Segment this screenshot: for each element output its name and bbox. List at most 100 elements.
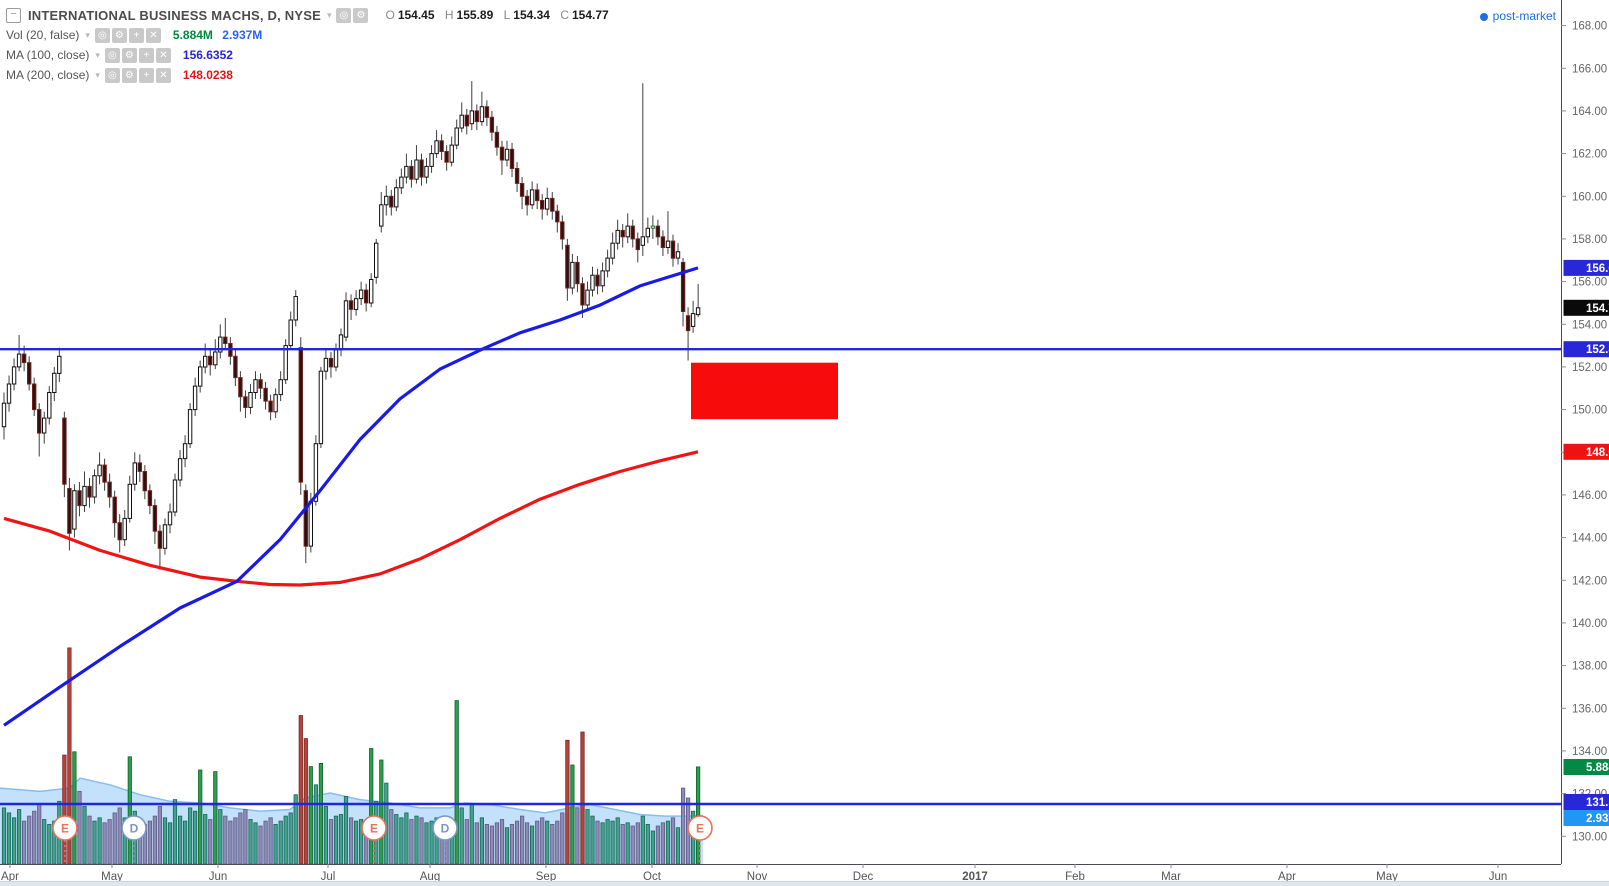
candle-body xyxy=(308,500,314,547)
candle-body xyxy=(21,353,27,364)
eye-icon[interactable]: ◎ xyxy=(336,7,352,23)
volume-bar xyxy=(570,764,575,865)
candle-body xyxy=(102,464,107,483)
volume-bar xyxy=(218,809,223,865)
volume-bar xyxy=(585,809,590,865)
candle-body xyxy=(87,485,92,498)
candle-body xyxy=(298,347,304,483)
indicator-row-ma200[interactable]: MA (200, close) ▾ ◎ ⚙ + ✕ 148.0238 xyxy=(6,65,609,85)
gear-icon[interactable]: ⚙ xyxy=(121,67,137,83)
volume-bar xyxy=(1,807,7,865)
dividend-marker[interactable] xyxy=(432,815,458,841)
open-label: O xyxy=(385,8,395,22)
chevron-down-icon[interactable]: ▾ xyxy=(95,69,100,80)
candle-body xyxy=(670,240,676,259)
chevron-down-icon[interactable]: ▾ xyxy=(95,49,100,60)
axis-price-label-text: 2.937M xyxy=(1586,813,1609,825)
event-marker-letter: E xyxy=(370,822,378,836)
ma200-line[interactable] xyxy=(3,450,699,587)
candle-body xyxy=(278,379,283,396)
candle-body xyxy=(353,298,359,310)
time-tick-label: Aug xyxy=(420,871,440,883)
price-tick-label: 146.00 xyxy=(1572,490,1607,502)
volume-bar xyxy=(575,807,580,865)
volume-bar xyxy=(459,807,464,865)
volume-bar xyxy=(515,820,520,865)
indicator-row-volume[interactable]: Vol (20, false) ▾ ◎ ⚙ + ✕ 5.884M 2.937M xyxy=(6,25,609,45)
candle-body xyxy=(27,362,32,385)
chevron-down-icon[interactable]: ▾ xyxy=(85,29,90,40)
add-icon[interactable]: + xyxy=(138,67,154,83)
indicator-label[interactable]: MA (200, close) xyxy=(6,68,90,82)
volume-bar xyxy=(177,815,183,865)
symbol-row[interactable]: − INTERNATIONAL BUSINESS MACHS, D, NYSE … xyxy=(6,5,609,25)
eye-icon[interactable]: ◎ xyxy=(94,27,110,43)
add-icon[interactable]: + xyxy=(138,47,154,63)
chevron-down-icon[interactable]: ▾ xyxy=(326,9,332,20)
candle-body xyxy=(11,366,17,385)
axis-price-label xyxy=(1563,299,1609,316)
close-icon[interactable]: ✕ xyxy=(145,27,161,43)
gear-icon[interactable]: ⚙ xyxy=(121,47,137,63)
gear-icon[interactable]: ⚙ xyxy=(111,27,127,43)
volume-bar xyxy=(112,812,117,865)
add-icon[interactable]: + xyxy=(128,27,144,43)
gear-icon[interactable]: ⚙ xyxy=(353,7,369,23)
candle-body xyxy=(223,336,228,345)
volume-bar xyxy=(318,763,324,865)
candle-body xyxy=(203,355,208,368)
candle-body xyxy=(248,392,253,408)
collapse-icon[interactable]: − xyxy=(6,7,21,23)
close-icon[interactable]: ✕ xyxy=(155,67,171,83)
price-tick-label: 152.00 xyxy=(1572,362,1607,374)
candle-body xyxy=(374,242,379,278)
volume-bar xyxy=(92,820,97,865)
candle-body xyxy=(570,261,575,289)
earnings-marker[interactable] xyxy=(687,815,713,841)
candle-body xyxy=(16,353,22,368)
dividend-marker[interactable] xyxy=(121,815,147,841)
candle-body xyxy=(293,296,298,321)
candle-body xyxy=(1,402,7,428)
axis-price-label-text: 156.64 xyxy=(1586,263,1609,275)
volume-bar xyxy=(419,817,424,865)
axis-price-label xyxy=(1563,259,1609,276)
volume-bar xyxy=(313,784,319,865)
volume-bar xyxy=(369,748,374,865)
volume-bar xyxy=(208,819,213,865)
earnings-marker[interactable] xyxy=(52,815,78,841)
volume-bar xyxy=(489,825,495,865)
time-tick-label: Mar xyxy=(1161,871,1181,883)
volume-bar xyxy=(243,809,248,865)
time-tick-label: Jun xyxy=(209,871,228,883)
volume-bar xyxy=(203,814,208,865)
volume-bar xyxy=(590,815,595,865)
time-tick-label: Nov xyxy=(747,871,768,883)
price-tick-label: 158.00 xyxy=(1572,234,1607,246)
volume-bar xyxy=(278,820,283,865)
volume-bar xyxy=(117,807,122,865)
rectangle-drawing[interactable] xyxy=(691,362,838,420)
volume-bar xyxy=(525,822,530,865)
volume-bar xyxy=(198,769,203,865)
indicator-row-ma100[interactable]: MA (100, close) ▾ ◎ ⚙ + ✕ 156.6352 xyxy=(6,45,609,65)
candle-body xyxy=(52,372,57,393)
indicator-label[interactable]: MA (100, close) xyxy=(6,48,90,62)
indicator-label[interactable]: Vol (20, false) xyxy=(6,28,80,42)
candle-body xyxy=(208,355,213,366)
earnings-marker[interactable] xyxy=(361,815,387,841)
candle-body xyxy=(182,443,188,460)
volume-bar xyxy=(72,751,77,865)
eye-icon[interactable]: ◎ xyxy=(104,47,120,63)
axis-price-label-text: 154.77 xyxy=(1586,303,1609,315)
volume-bar xyxy=(394,814,399,865)
candle-body xyxy=(273,394,278,413)
candle-body xyxy=(147,490,153,507)
eye-icon[interactable]: ◎ xyxy=(104,67,120,83)
close-icon[interactable]: ✕ xyxy=(155,47,171,63)
symbol-title[interactable]: INTERNATIONAL BUSINESS MACHS, D, NYSE xyxy=(28,7,321,23)
candle-body xyxy=(550,197,555,212)
candle-body xyxy=(343,300,349,338)
ma100-line[interactable] xyxy=(3,266,699,727)
